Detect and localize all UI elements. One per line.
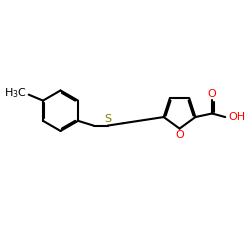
Text: S: S (104, 114, 111, 124)
Text: O: O (175, 130, 184, 140)
Text: O: O (208, 89, 216, 99)
Text: H$_3$C: H$_3$C (4, 86, 27, 100)
Text: OH: OH (228, 112, 245, 122)
